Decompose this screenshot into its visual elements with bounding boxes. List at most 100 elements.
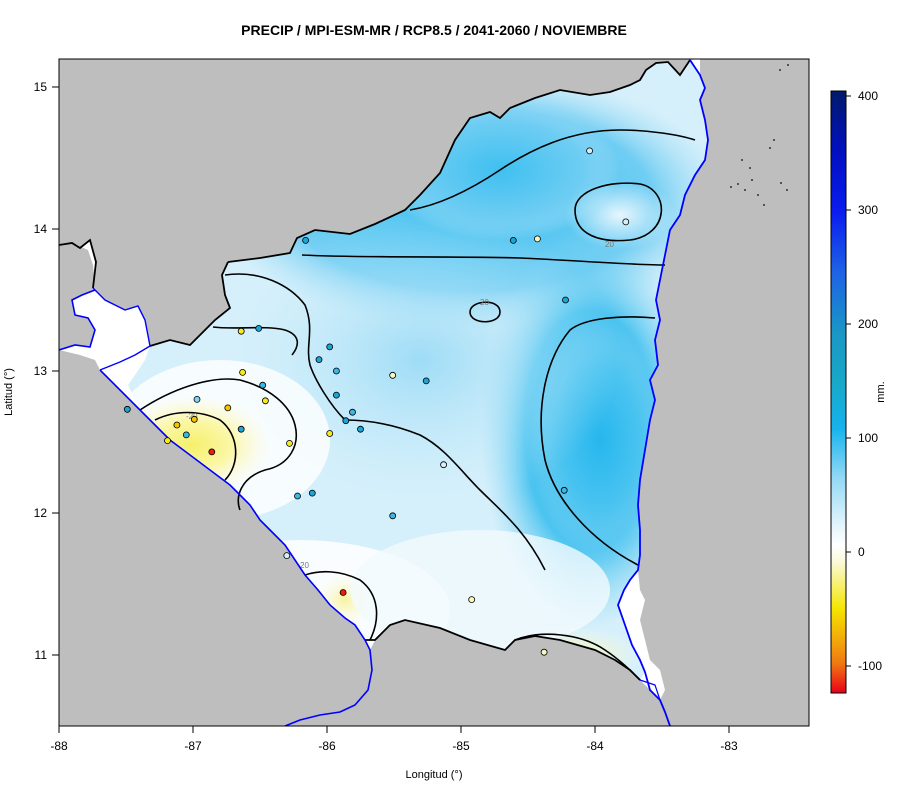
land-honduras: [59, 59, 700, 346]
station-point: [286, 439, 293, 447]
station-point: [237, 425, 245, 433]
station-point: [261, 397, 269, 405]
station-point: [193, 395, 201, 403]
station-point: [509, 236, 517, 244]
contour-label-20-loop: 20: [480, 298, 489, 307]
station-point: [339, 589, 347, 596]
contour-lines: [139, 129, 696, 681]
plot-frame: [58, 58, 810, 727]
station-point: [164, 437, 171, 445]
contour-pacific: [139, 378, 297, 511]
pacific-coastline: [59, 289, 373, 726]
colorbar-unit-label: mm.: [875, 381, 887, 402]
station-point: [326, 343, 334, 351]
borders: [59, 59, 709, 726]
station-point: [224, 404, 232, 412]
colorbar-ticks: 400 300 200 100 0 -100: [846, 89, 882, 673]
station-point: [540, 648, 548, 656]
surrounding-land: [59, 59, 809, 726]
nicaragua-south-border: [365, 619, 641, 681]
contour-north: [409, 129, 696, 211]
station-point: [173, 421, 181, 429]
station-point: [357, 425, 364, 433]
contour-north-inner: [301, 254, 666, 266]
colorbar-tick-label: 300: [858, 203, 878, 217]
station-point: [440, 461, 448, 469]
contour-caribbean: [540, 316, 656, 566]
colorbar-tick-label: 100: [858, 431, 878, 445]
x-tick-label: -84: [586, 739, 604, 753]
station-point: [332, 391, 340, 399]
x-tick-label: -83: [720, 739, 738, 753]
y-tick-label: 12: [34, 506, 48, 520]
map-title: PRECIP / MPI-ESM-MR / RCP8.5 / 2041-2060…: [241, 22, 627, 38]
x-tick-label: -85: [452, 739, 470, 753]
colorbar-tick-label: -100: [858, 659, 882, 673]
station-point: [332, 367, 340, 375]
contour-small-loop: [469, 301, 501, 323]
station-point: [283, 552, 291, 559]
station-point: [422, 377, 430, 385]
station-point: [294, 492, 301, 500]
island-specks: [730, 64, 789, 206]
colorbar: 400 300 200 100 0 -100 mm.: [830, 89, 887, 694]
station-points: [123, 147, 630, 656]
fonseca-coast: [92, 287, 151, 371]
station-point: [308, 489, 316, 497]
station-point: [237, 327, 245, 335]
contour-label-20-south: 20: [300, 561, 309, 570]
y-tick-label: 14: [34, 222, 48, 236]
station-point: [560, 486, 568, 494]
station-point: [342, 417, 350, 425]
nicaragua-north-border: [227, 59, 691, 263]
land-caribbean-east: [638, 59, 809, 726]
station-point: [302, 236, 310, 244]
contour-west-upper: [212, 326, 299, 356]
contour-yellow-inner: [154, 411, 237, 481]
station-point: [534, 235, 541, 243]
contour-label-minus20: -20: [186, 412, 198, 421]
y-axis-label: Latitud (°): [3, 368, 15, 416]
station-point: [239, 368, 247, 376]
station-point: [190, 415, 198, 423]
station-point: [389, 371, 397, 379]
station-point: [326, 430, 334, 437]
land-el-salvador: [59, 243, 95, 350]
land-costa-rica: [59, 350, 670, 726]
station-point: [389, 512, 397, 520]
station-point: [123, 405, 131, 413]
station-point: [349, 408, 356, 416]
y-tick-label: 15: [34, 80, 48, 94]
station-point: [586, 147, 593, 155]
contour-east-oval: [574, 182, 663, 242]
x-tick-label: -88: [50, 739, 68, 753]
contour-rivas: [304, 570, 378, 641]
colorbar-tick-label: 0: [858, 545, 865, 559]
plot-area: 20 -20 20 20: [59, 59, 809, 726]
station-point: [315, 356, 323, 364]
station-point: [182, 431, 190, 439]
y-tick-label: 11: [35, 648, 48, 662]
caribbean-coastline: [617, 59, 709, 726]
station-point: [259, 381, 267, 389]
contour-labels: 20 -20 20 20: [186, 240, 614, 570]
x-axis: -88 -87 -86 -85 -84 -83: [50, 726, 738, 753]
station-point: [468, 596, 476, 603]
colorbar-tick-label: 400: [858, 89, 878, 103]
y-axis: 11 12 13 14 15: [34, 80, 59, 662]
colorbar-gradient: [830, 90, 847, 694]
costa-rica-coast: [639, 679, 666, 713]
station-point: [255, 324, 263, 332]
x-tick-label: -87: [184, 739, 202, 753]
contour-label-20-east: 20: [605, 240, 614, 249]
station-point: [208, 448, 216, 456]
colorbar-tick-label: 200: [858, 317, 878, 331]
y-tick-label: 13: [34, 364, 48, 378]
honduras-gulf-border: [59, 238, 97, 289]
station-point: [562, 296, 569, 304]
nicaragua-northwest-border: [149, 261, 232, 347]
x-tick-label: -86: [318, 739, 336, 753]
x-axis-label: Longitud (°): [406, 769, 463, 781]
